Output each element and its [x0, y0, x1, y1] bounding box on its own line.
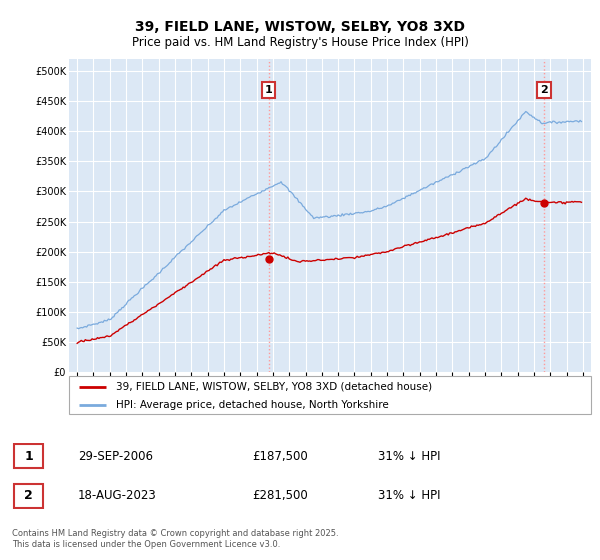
FancyBboxPatch shape	[14, 483, 43, 508]
Text: 2: 2	[540, 85, 548, 95]
Text: 29-SEP-2006: 29-SEP-2006	[78, 450, 153, 463]
Text: 2: 2	[24, 489, 33, 502]
Text: 1: 1	[265, 85, 273, 95]
Text: 31% ↓ HPI: 31% ↓ HPI	[378, 489, 440, 502]
FancyBboxPatch shape	[69, 376, 591, 414]
Text: 31% ↓ HPI: 31% ↓ HPI	[378, 450, 440, 463]
Text: £281,500: £281,500	[252, 489, 308, 502]
Text: £187,500: £187,500	[252, 450, 308, 463]
Text: Contains HM Land Registry data © Crown copyright and database right 2025.
This d: Contains HM Land Registry data © Crown c…	[12, 529, 338, 549]
Text: 1: 1	[24, 450, 33, 463]
Text: 39, FIELD LANE, WISTOW, SELBY, YO8 3XD (detached house): 39, FIELD LANE, WISTOW, SELBY, YO8 3XD (…	[116, 382, 432, 392]
Text: Price paid vs. HM Land Registry's House Price Index (HPI): Price paid vs. HM Land Registry's House …	[131, 36, 469, 49]
FancyBboxPatch shape	[14, 444, 43, 469]
Text: HPI: Average price, detached house, North Yorkshire: HPI: Average price, detached house, Nort…	[116, 400, 389, 410]
Text: 18-AUG-2023: 18-AUG-2023	[78, 489, 157, 502]
Text: 39, FIELD LANE, WISTOW, SELBY, YO8 3XD: 39, FIELD LANE, WISTOW, SELBY, YO8 3XD	[135, 20, 465, 34]
